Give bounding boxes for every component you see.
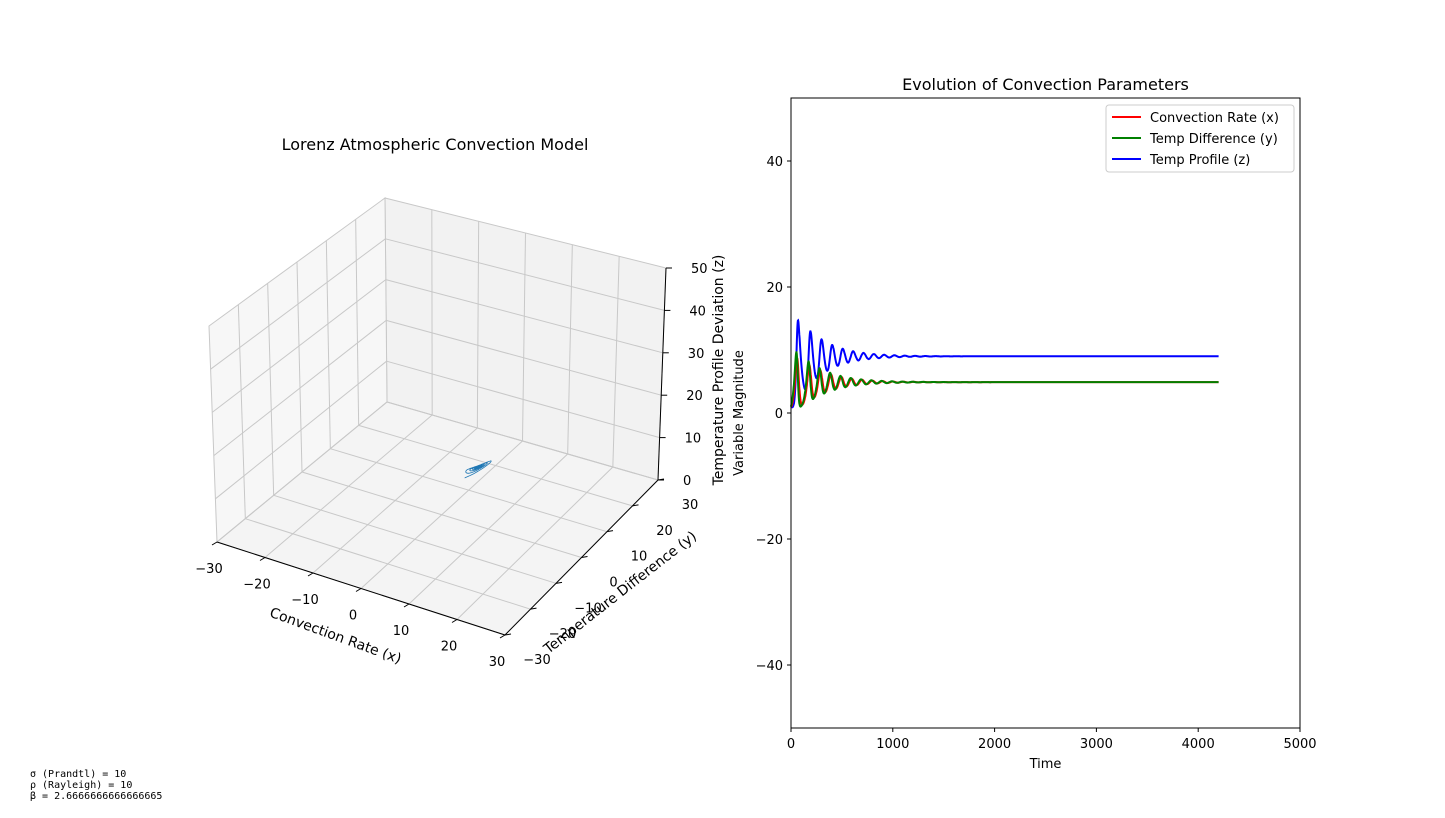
back-grid-vertical <box>476 221 480 429</box>
z-axis-line-3d <box>657 267 667 481</box>
back-grid-horizontal <box>385 279 663 354</box>
back-grid-horizontal <box>385 238 665 311</box>
x-tick-3d <box>307 572 314 577</box>
z-tick-label-3d: 0 <box>683 474 691 489</box>
left-grid-vertical <box>296 261 303 473</box>
back-grid-horizontal <box>386 360 660 439</box>
x-tick-3d <box>451 619 458 623</box>
legend-label: Convection Rate (x) <box>1150 111 1279 126</box>
left-grid-horizontal <box>210 238 386 370</box>
axis-ticks-2d: 0 1000 2000 3000 4000 5000 −40 −20 0 20 40 <box>756 155 1317 752</box>
lorenz-trajectory <box>464 460 492 479</box>
time-series-plot: 0 1000 2000 3000 4000 5000 −40 −20 0 20 40 Evoluti… <box>732 75 1317 772</box>
y-tick-3d <box>530 607 537 610</box>
parameters-text: σ (Prandtl) = 10 ρ (Rayleigh) = 10 β = 2.6… <box>30 769 162 802</box>
z-tick-label-3d: 40 <box>689 304 706 319</box>
x-tick-label-2d: 5000 <box>1283 737 1316 752</box>
back-grid-horizontal <box>386 319 662 396</box>
legend-label: Temp Profile (z) <box>1149 153 1250 168</box>
left-grid-vertical <box>237 304 246 519</box>
y-tick-label-2d: −40 <box>756 659 783 674</box>
x-tick-3d <box>403 603 410 608</box>
y-tick-label-2d: −20 <box>756 533 783 548</box>
left-grid-horizontal <box>211 279 387 413</box>
plot3d-title: Lorenz Atmospheric Convection Model <box>282 135 589 154</box>
x-tick-label-2d: 4000 <box>1182 737 1215 752</box>
x-tick-label-2d: 1000 <box>876 737 909 752</box>
z-tick-label-3d: 30 <box>688 347 705 362</box>
x-tick-label-3d: −30 <box>195 562 222 577</box>
x-tick-label-3d: 10 <box>393 624 410 639</box>
y-tick-label-3d: 10 <box>631 550 648 565</box>
beta-param: β = 2.6666666666666665 <box>30 791 163 802</box>
series-lines <box>790 318 1219 409</box>
x-tick-3d <box>211 541 218 546</box>
x-tick-label-2d: 3000 <box>1080 737 1113 752</box>
plot-frame <box>790 97 1301 729</box>
y-tick-label-3d: −20 <box>549 627 576 642</box>
y-tick-label-3d: 0 <box>609 576 617 591</box>
x-tick-3d <box>259 557 266 561</box>
x-tick-label-3d: 30 <box>489 655 506 670</box>
series-line-temp-profile <box>790 318 1219 409</box>
lorenz-3d-plot: −30 −20 −10 0 10 20 30 −30 −20 −10 0 10 20 30 0 10 20 30 4… <box>195 135 727 670</box>
plot2d-title: Evolution of Convection Parameters <box>902 75 1189 94</box>
y-tick-label-3d: 20 <box>656 524 673 539</box>
x-tick-label-3d: −20 <box>243 578 270 593</box>
x-axis-label-3d: Convection Rate (x) <box>267 605 403 668</box>
z-tick-label-3d: 20 <box>686 389 703 404</box>
x-axis-label-2d: Time <box>1029 757 1062 772</box>
y-tick-label-2d: 20 <box>766 281 783 296</box>
series-line-temp-difference <box>790 351 1219 408</box>
y-tick-3d <box>504 633 512 636</box>
left-grid-vertical <box>325 240 331 449</box>
x-tick-3d <box>355 588 362 592</box>
x-tick-label-3d: −10 <box>291 593 318 608</box>
back-grid-vertical <box>522 232 526 442</box>
trajectory-3d <box>464 460 492 479</box>
z-axis-label-3d: Temperature Profile Deviation (z) <box>711 255 727 487</box>
floor-grid-y <box>358 424 633 507</box>
z-tick-label-3d: 10 <box>685 432 702 447</box>
left-grid-vertical <box>355 219 360 426</box>
legend: Convection Rate (x) Temp Difference (y) Te… <box>1105 104 1295 173</box>
z-tick-label-3d: 50 <box>691 262 708 277</box>
y-tick-label-2d: 40 <box>766 155 783 170</box>
back-grid-vertical <box>612 256 620 468</box>
y-tick-label-3d: −30 <box>523 653 550 668</box>
x-tick-3d <box>499 634 506 639</box>
legend-label: Temp Difference (y) <box>1149 132 1278 147</box>
left-grid-horizontal <box>213 320 387 456</box>
back-grid-vertical <box>567 244 573 455</box>
y-tick-3d <box>632 504 639 507</box>
x-tick-label-3d: 20 <box>441 640 458 655</box>
x-tick-label-2d: 0 <box>787 737 795 752</box>
y-tick-label-3d: −10 <box>574 601 601 616</box>
y-tick-label-2d: 0 <box>775 407 783 422</box>
grid-lines-3d <box>210 209 665 636</box>
axes-3d: −30 −20 −10 0 10 20 30 −30 −20 −10 0 10 20 30 0 10 20 30 4… <box>195 262 707 670</box>
left-grid-horizontal <box>215 360 387 500</box>
y-tick-3d <box>581 556 588 558</box>
x-tick-label-3d: 0 <box>349 609 357 624</box>
left-grid-vertical <box>267 283 275 496</box>
legend-box <box>1105 104 1295 173</box>
y-tick-label-3d: 30 <box>682 498 699 513</box>
y-tick-3d <box>606 530 614 533</box>
y-tick-3d <box>555 581 563 584</box>
x-tick-label-2d: 2000 <box>978 737 1011 752</box>
y-axis-label-2d: Variable Magnitude <box>732 350 747 476</box>
sigma-param: σ (Prandtl) = 10 <box>30 769 127 780</box>
rho-param: ρ (Rayleigh) = 10 <box>30 780 133 791</box>
